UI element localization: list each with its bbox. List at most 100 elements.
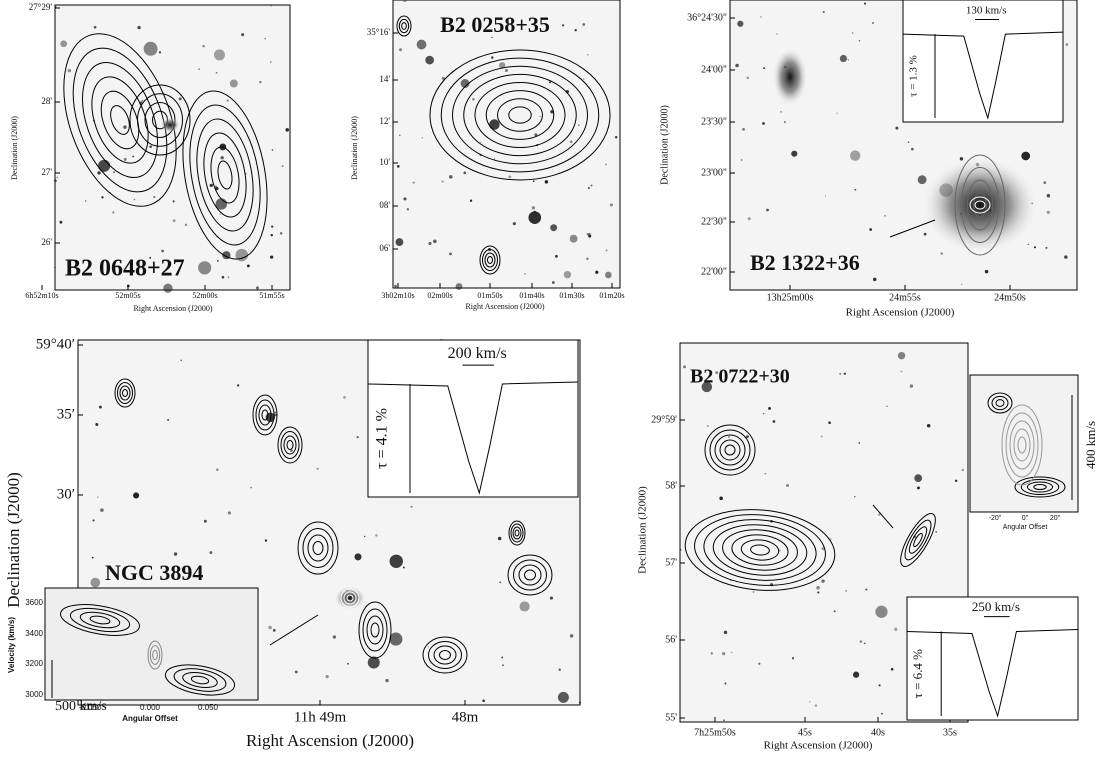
y-tick-label: 23'30" xyxy=(701,116,727,127)
contour xyxy=(362,608,388,652)
contour xyxy=(1005,412,1039,478)
star xyxy=(113,171,116,174)
contour xyxy=(508,106,532,124)
star xyxy=(524,273,526,275)
star xyxy=(143,41,158,56)
pv-x-tick-label: 0" xyxy=(1022,515,1029,522)
star xyxy=(141,99,144,102)
star xyxy=(272,628,276,632)
star xyxy=(1021,151,1031,161)
contour xyxy=(302,528,334,568)
star xyxy=(163,283,173,293)
star xyxy=(730,651,733,654)
star xyxy=(680,549,682,551)
star xyxy=(209,183,213,188)
contour xyxy=(343,591,357,605)
star xyxy=(706,424,709,427)
star xyxy=(221,275,225,279)
star xyxy=(909,384,914,388)
star xyxy=(791,150,798,157)
star xyxy=(226,99,229,102)
star xyxy=(449,252,452,256)
contour xyxy=(714,434,746,466)
x-tick-label: 52m05s xyxy=(115,291,140,300)
star xyxy=(578,124,580,126)
star xyxy=(271,225,274,228)
star xyxy=(264,38,266,40)
pv-x-tick-label: -0.050 xyxy=(79,703,102,712)
contour xyxy=(513,559,547,591)
contour xyxy=(129,84,191,156)
spectrum-line xyxy=(906,628,1079,718)
contour xyxy=(69,607,131,633)
star xyxy=(763,67,766,70)
star xyxy=(519,601,530,612)
contour xyxy=(182,90,268,260)
y-tick-label: 36°24'30" xyxy=(687,12,727,23)
star xyxy=(586,257,589,261)
galaxy xyxy=(334,586,366,610)
contour xyxy=(147,640,163,670)
x-tick-label: 51m55s xyxy=(259,291,284,300)
star xyxy=(563,270,572,279)
star xyxy=(785,483,790,488)
y-tick-label: 08' xyxy=(379,200,390,210)
star xyxy=(851,32,854,34)
panel-label: NGC 3894 xyxy=(105,560,203,585)
contour xyxy=(366,615,384,645)
star xyxy=(100,508,104,512)
star xyxy=(821,547,825,551)
star xyxy=(914,474,923,483)
star xyxy=(715,371,719,375)
star xyxy=(264,539,268,542)
contour xyxy=(507,554,553,596)
contour xyxy=(524,569,536,581)
star xyxy=(167,418,170,421)
star xyxy=(332,635,337,639)
sky-image xyxy=(392,0,621,289)
contour xyxy=(312,541,324,555)
sky-image xyxy=(54,4,291,291)
contour xyxy=(1020,479,1060,495)
star xyxy=(590,184,593,187)
y-tick-label: 56' xyxy=(665,634,677,645)
star xyxy=(504,68,508,73)
star xyxy=(917,175,927,185)
contour xyxy=(510,523,524,543)
star xyxy=(961,468,964,472)
star xyxy=(828,421,831,425)
y-tick-label: 28' xyxy=(41,96,52,106)
star xyxy=(491,36,493,39)
star xyxy=(425,55,434,65)
contour xyxy=(703,519,817,581)
x-tick-label: 13h25m00s xyxy=(767,292,814,303)
x-tick-label: 11h 49m xyxy=(294,709,347,725)
x-axis-label: Right Ascension (J2000) xyxy=(465,302,544,311)
y-tick-label: 22'30" xyxy=(701,216,727,227)
star xyxy=(605,271,612,279)
star xyxy=(441,76,445,80)
galaxy xyxy=(920,155,1040,255)
star xyxy=(772,420,776,423)
star xyxy=(364,535,366,538)
y-axis-label: Declination (J2000) xyxy=(10,116,19,180)
star xyxy=(881,712,883,715)
star xyxy=(227,511,231,515)
pv-x-tick-label: 20" xyxy=(1050,515,1061,522)
star xyxy=(588,232,591,236)
pv-y-tick-label: 3200 xyxy=(25,659,43,668)
star xyxy=(890,667,894,671)
star xyxy=(469,199,473,202)
star xyxy=(849,150,861,161)
star xyxy=(493,158,496,160)
contour xyxy=(900,513,936,567)
star xyxy=(830,538,832,540)
star xyxy=(758,662,761,665)
star xyxy=(203,519,207,523)
y-tick-label: 30′ xyxy=(57,486,75,502)
spectrum-inset xyxy=(902,0,1064,123)
star xyxy=(273,413,277,417)
contour xyxy=(203,132,247,218)
star xyxy=(884,214,886,217)
star xyxy=(398,134,401,137)
